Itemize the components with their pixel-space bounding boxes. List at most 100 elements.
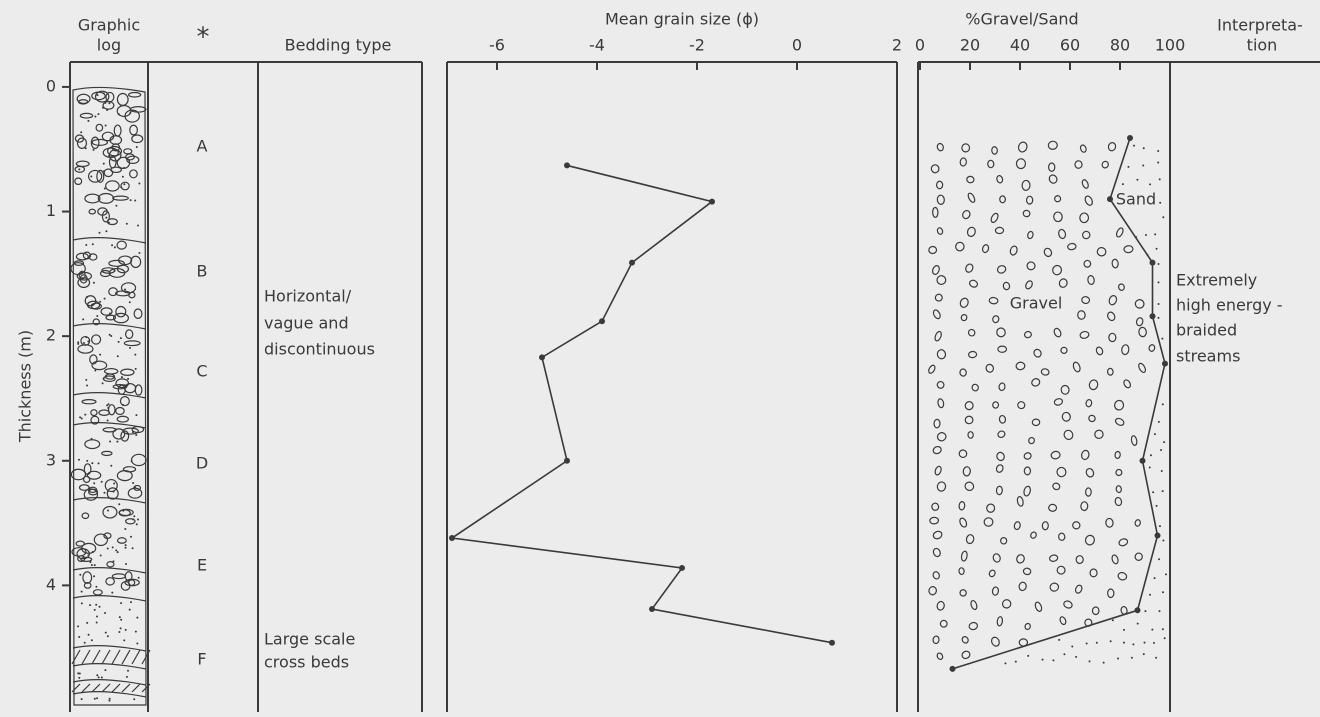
gravel-clast (1063, 429, 1075, 441)
gravel-clast (961, 209, 971, 220)
x-tick-label: 20 (960, 36, 980, 55)
hatch (92, 650, 100, 664)
bedding-note: discontinuous (264, 340, 375, 359)
grain-dot (85, 244, 87, 246)
grain-dot (112, 560, 114, 562)
gravel-clast (966, 176, 974, 183)
gravel-clast (1001, 598, 1012, 609)
grain-dot (96, 622, 98, 624)
gravel-clast (1131, 435, 1138, 446)
gravel-clast (1042, 522, 1048, 530)
grain-dot (115, 549, 117, 551)
grain-dot (86, 460, 88, 462)
sand-dot (1136, 179, 1138, 181)
hatch (102, 650, 110, 664)
gravel-clast (967, 192, 976, 203)
column-header: Graphic (78, 16, 140, 35)
gravel-clast (936, 431, 947, 441)
gravel-clast (936, 143, 944, 152)
clast (134, 309, 142, 318)
x-tick-label: 2 (892, 36, 902, 55)
clast (82, 513, 89, 518)
sand-dot (1015, 661, 1017, 663)
clast (85, 440, 100, 449)
gravel-clast (1085, 467, 1095, 478)
gravel-clast (933, 207, 938, 217)
chart-title: %Gravel/Sand (965, 10, 1078, 29)
sand-dot (1150, 454, 1152, 456)
gravel-clast (1097, 247, 1106, 256)
figure: Thickness (m) Graphic log * Bedding type… (0, 0, 1320, 717)
gravel-clast (1081, 502, 1088, 511)
sand-dot (1149, 467, 1151, 469)
grain-dot (120, 627, 122, 629)
grain-dot (118, 113, 120, 115)
sand-dot (1058, 639, 1060, 641)
grain-dot (105, 124, 107, 126)
gravel-clast (1082, 231, 1091, 240)
series-point (1150, 313, 1156, 319)
gravel-clast (968, 351, 977, 358)
grain-dot (125, 547, 127, 549)
sand-dot (1155, 657, 1157, 659)
gravel-clast (1138, 327, 1146, 337)
grain-dot (134, 354, 136, 356)
clast (113, 196, 129, 200)
gravel-clast (1030, 531, 1038, 539)
sand-dot (1075, 656, 1077, 658)
grain-dot (86, 622, 88, 624)
gravel-clast (965, 402, 973, 410)
hatch (92, 684, 100, 692)
grain-dot (79, 416, 81, 418)
gravel-clast (1057, 566, 1065, 574)
grain-dot (136, 642, 138, 644)
interpretation-text: braided (1176, 321, 1237, 340)
sand-dot (1158, 317, 1160, 319)
gravel-clast (1088, 414, 1097, 422)
grain-dot (130, 601, 132, 603)
sand-dot (1163, 441, 1165, 443)
grain-dot (116, 441, 118, 443)
gravel-clast (990, 212, 1000, 223)
clast (103, 428, 116, 432)
grain-dot (118, 631, 120, 633)
grain-dot (107, 509, 109, 511)
gravel-clast (1034, 601, 1043, 612)
gravel-clast (992, 315, 999, 323)
clast (121, 369, 134, 375)
gravel-clast (1027, 196, 1033, 204)
clast (96, 124, 103, 131)
grain-dot (99, 232, 101, 234)
gravel-clast (997, 616, 1003, 626)
grain-dot (83, 342, 85, 344)
gravel-clast (937, 195, 945, 205)
gravel-clast (961, 551, 968, 562)
grain-dot (117, 355, 119, 357)
clast (118, 538, 127, 543)
frames (70, 62, 1320, 712)
clast (91, 410, 97, 416)
grain-dot (108, 700, 110, 702)
gravel-clast (1049, 504, 1057, 511)
sand-dot (1164, 637, 1166, 639)
grain-dot (123, 167, 125, 169)
sand-dot (1142, 165, 1144, 167)
gravel-clast (1072, 361, 1081, 372)
grain-dot (120, 619, 122, 621)
grain-dot (89, 561, 91, 563)
gravel-clast (1108, 295, 1118, 306)
series-point (1127, 135, 1133, 141)
series-point (950, 666, 956, 672)
gravel-clast (987, 160, 994, 168)
clast (130, 170, 138, 178)
gravel-clast (1000, 537, 1007, 544)
gravel-clast (1048, 174, 1058, 185)
grain-dot (129, 609, 131, 611)
grain-dot (94, 609, 96, 611)
grain-dot (91, 438, 93, 440)
gravel-clast (1056, 466, 1067, 477)
gravel-clast (959, 297, 970, 309)
clast (117, 471, 132, 481)
grain-dot (125, 629, 127, 631)
bed-label: F (197, 650, 206, 669)
